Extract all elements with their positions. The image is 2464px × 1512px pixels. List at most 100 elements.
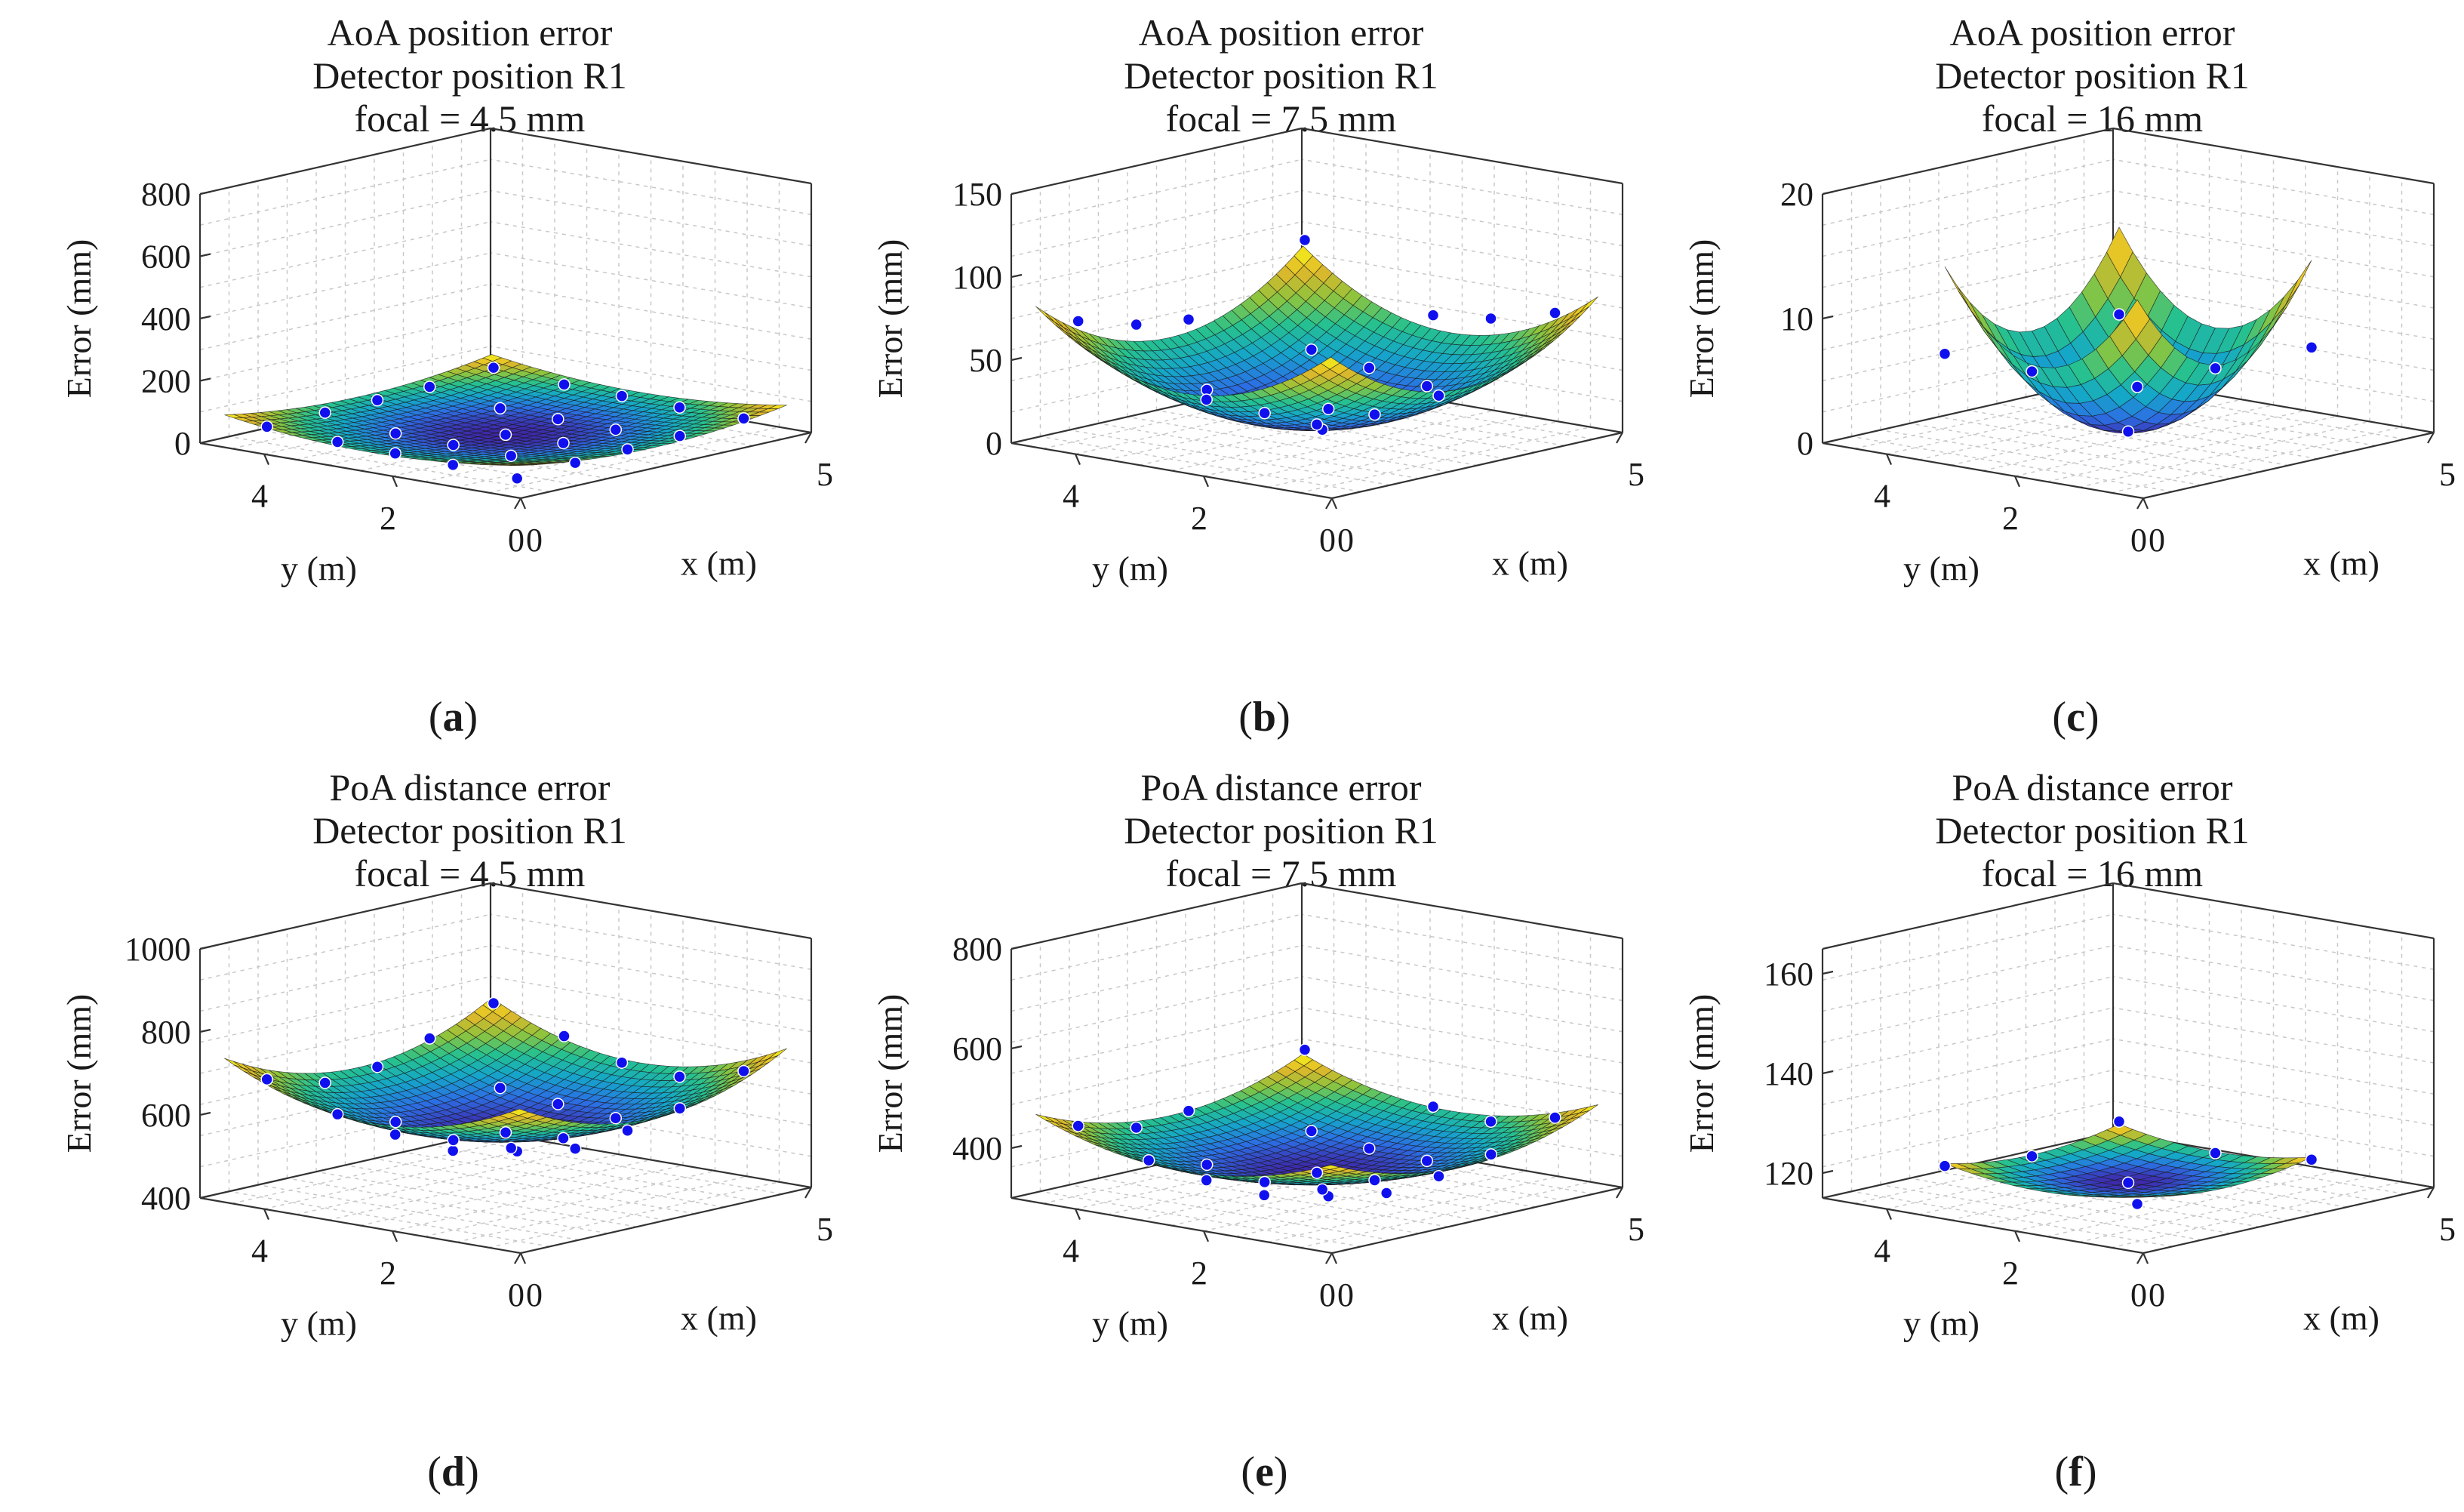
data-point — [1298, 1043, 1312, 1056]
y-tick-label: 2 — [2002, 1255, 2019, 1292]
data-point — [1549, 1111, 1561, 1124]
y-tick-label: 4 — [251, 1233, 268, 1270]
data-point — [1310, 1166, 1324, 1179]
grid-line — [1011, 221, 1303, 288]
data-point — [1072, 1119, 1084, 1132]
data-point — [499, 428, 512, 442]
box-edge — [1011, 127, 1303, 196]
grid-line — [392, 1165, 684, 1232]
box-edge — [199, 127, 491, 196]
data-point — [2026, 365, 2038, 378]
data-point — [1368, 1174, 1381, 1187]
z-axis-label: Error (mm) — [1682, 994, 1721, 1153]
y-tick-mark — [391, 1230, 398, 1243]
panel-label: (a) — [429, 694, 478, 741]
y-tick-mark — [1330, 1252, 1338, 1264]
y-tick-mark — [1885, 1209, 1893, 1221]
surface — [1035, 245, 1598, 432]
data-point — [2121, 425, 2135, 438]
z-tick-mark — [199, 377, 211, 382]
box-edge — [490, 882, 812, 940]
panel-label: (c) — [2052, 694, 2099, 741]
z-tick-mark — [199, 945, 211, 950]
z-tick-label: 0 — [986, 425, 1002, 462]
data-point — [1484, 312, 1497, 325]
data-point — [1938, 347, 1952, 360]
y-tick-mark — [2013, 1230, 2021, 1243]
grid-line — [374, 1158, 696, 1215]
z-tick-mark — [1011, 356, 1023, 362]
z-tick-mark — [199, 1194, 211, 1199]
z-tick-mark — [1011, 439, 1023, 445]
title-line: Detector position R1 — [312, 809, 627, 851]
x-tick-label: 0 — [2149, 522, 2165, 559]
grid-line — [432, 1144, 754, 1202]
y-tick-mark — [1202, 476, 1210, 488]
grid-line — [1098, 1178, 1420, 1234]
data-point — [1321, 402, 1335, 416]
y-tick-label: 0 — [2130, 1276, 2147, 1313]
y-tick-label: 4 — [251, 478, 268, 515]
data-point — [446, 458, 460, 472]
data-point — [1200, 1174, 1213, 1187]
z-tick-label: 400 — [952, 1130, 1002, 1167]
x-tick-label: 0 — [526, 522, 543, 559]
x-tick-mark — [2136, 497, 2144, 510]
y-axis-line — [199, 442, 521, 500]
grid-line — [1267, 1175, 1559, 1243]
grid-line — [1098, 423, 1420, 479]
data-point — [558, 1030, 571, 1042]
data-point — [1182, 1104, 1195, 1117]
y-tick-label: 2 — [380, 1255, 396, 1292]
z-tick-label: 10 — [1780, 300, 1813, 337]
x-axis-label: x (m) — [1492, 544, 1568, 583]
data-point — [557, 436, 570, 450]
y-tick-label: 0 — [2130, 522, 2147, 559]
data-point — [389, 427, 402, 440]
grid-line — [345, 1164, 666, 1221]
grid-line — [1851, 1190, 2173, 1248]
data-point — [558, 378, 571, 391]
data-point — [615, 1056, 629, 1069]
data-point — [331, 436, 344, 448]
z-tick-label: 160 — [1764, 956, 1813, 993]
data-point — [1130, 318, 1143, 331]
grid-line — [229, 1190, 550, 1248]
y-axis-line — [199, 1196, 521, 1255]
data-point — [673, 1070, 686, 1083]
grid-line — [424, 1170, 715, 1237]
data-point — [447, 1134, 460, 1147]
data-point — [504, 449, 518, 463]
data-point — [389, 1116, 402, 1129]
x-tick-label: 5 — [2439, 1211, 2456, 1248]
title-line: AoA position error — [328, 11, 613, 54]
data-point — [318, 406, 331, 419]
y-tick-label: 4 — [1874, 478, 1890, 515]
z-tick-label: 1000 — [125, 931, 191, 968]
z-tick-label: 400 — [141, 1180, 191, 1217]
x-axis-label: x (m) — [2303, 1299, 2379, 1338]
z-tick-mark — [1822, 439, 1834, 445]
surface-patch — [1957, 285, 1984, 328]
data-point — [609, 423, 623, 436]
data-point — [499, 1126, 512, 1139]
z-tick-mark — [1011, 945, 1023, 950]
x-tick-label: 5 — [817, 456, 833, 493]
z-tick-label: 0 — [174, 425, 191, 462]
z-tick-label: 0 — [1797, 425, 1813, 462]
title-line: Detector position R1 — [1935, 54, 2250, 97]
grid-line — [199, 221, 491, 288]
x-axis-label: x (m) — [1492, 1299, 1568, 1338]
x-tick-label: 5 — [1628, 1211, 1644, 1248]
grid-line — [1040, 436, 1361, 493]
data-point — [1182, 313, 1195, 326]
data-point — [389, 1128, 401, 1141]
grid-line — [1822, 221, 2114, 288]
y-tick-mark — [1330, 497, 1338, 510]
x-tick-label: 5 — [2439, 456, 2456, 493]
data-point — [423, 380, 436, 393]
